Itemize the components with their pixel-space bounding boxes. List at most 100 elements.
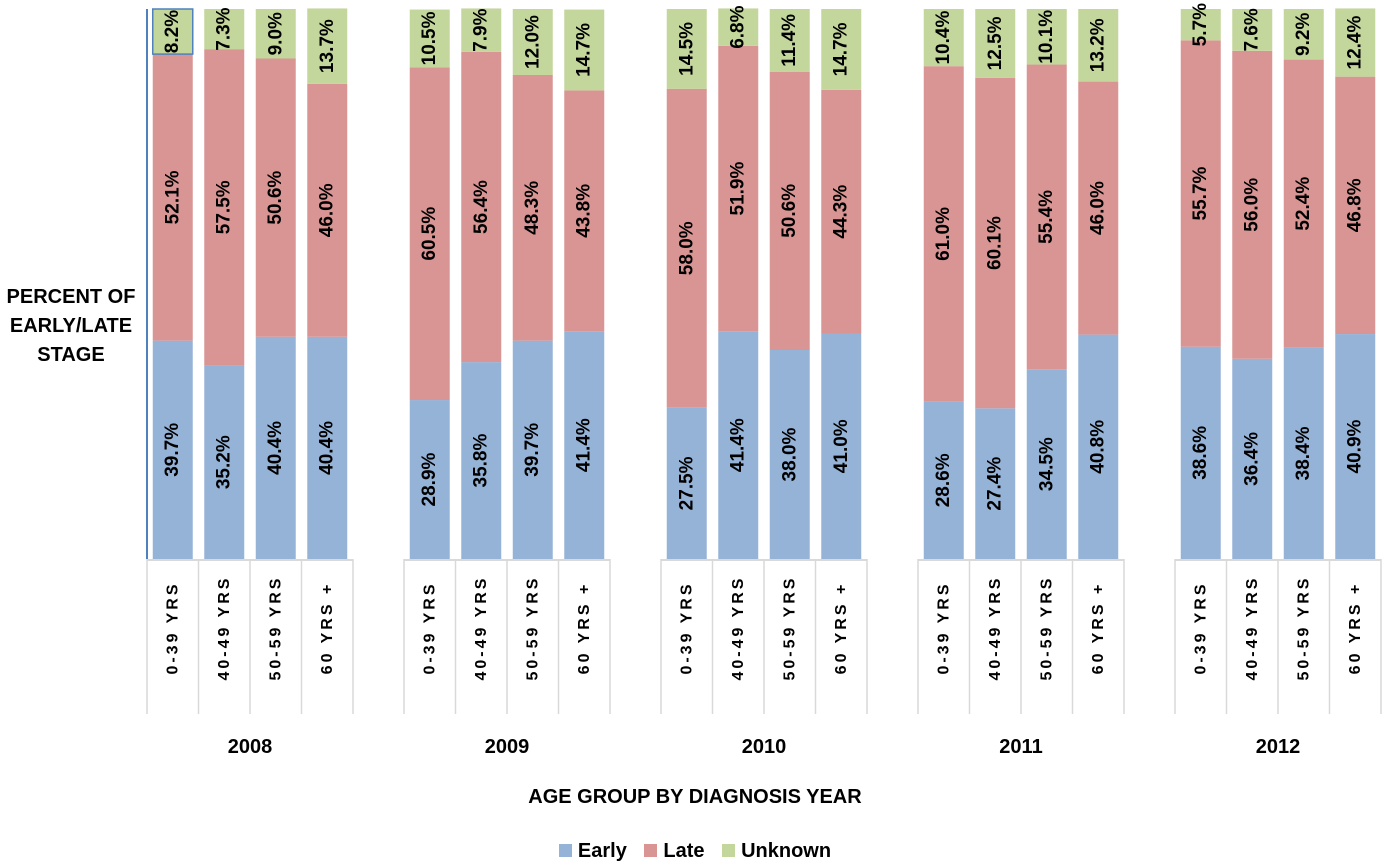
data-label-early: 34.5% (1036, 437, 1057, 491)
data-label-unknown: 13.2% (1088, 18, 1109, 72)
bar-late-2010-0-39-yrs (666, 88, 707, 408)
bar-early-2010-50-59-yrs (769, 350, 810, 559)
data-label-early: 27.4% (985, 457, 1006, 511)
bar-unknown-2009-0-39-yrs (409, 9, 450, 68)
bar-late-2010-40-49-yrs (718, 45, 759, 332)
legend: Early Late Unknown (0, 840, 1390, 863)
data-label-early: 39.7% (522, 423, 543, 477)
bar-unknown-2010-40-49-yrs (718, 8, 759, 46)
data-label-early: 35.8% (471, 434, 492, 488)
data-label-late: 44.3% (831, 185, 852, 239)
bar-early-2011-50-59-yrs (1026, 369, 1067, 559)
bar-late-2012-50-59-yrs (1283, 59, 1324, 348)
data-label-late: 48.3% (522, 181, 543, 235)
bar-late-2008-0-39-yrs (152, 54, 193, 341)
data-label-early: 35.2% (214, 435, 235, 489)
bar-unknown-2010-50-59-yrs (769, 9, 810, 72)
bar-unknown-2009-60-yrs (564, 9, 605, 91)
group-label-2010: 2010 (742, 736, 787, 758)
bar-late-2009-40-49-yrs (461, 51, 502, 363)
data-label-early: 27.5% (676, 456, 697, 510)
category-label: 50-59 YRS (1038, 576, 1055, 681)
category-label: 50-59 YRS (1295, 576, 1312, 681)
legend-item-unknown: Unknown (722, 840, 831, 863)
data-label-late: 46.8% (1345, 178, 1366, 232)
legend-item-late: Late (644, 840, 705, 863)
bar-late-2008-50-59-yrs (255, 58, 296, 337)
data-label-unknown: 13.7% (317, 19, 338, 73)
bar-unknown-2012-0-39-yrs (1180, 9, 1221, 41)
bar-early-2012-40-49-yrs (1232, 358, 1273, 559)
legend-label-late: Late (663, 840, 705, 862)
data-label-unknown: 12.0% (522, 15, 543, 69)
group-label-2012: 2012 (1256, 736, 1301, 758)
data-label-early: 38.6% (1190, 426, 1211, 480)
bar-early-2010-0-39-yrs (666, 407, 707, 559)
data-label-unknown: 10.4% (933, 11, 954, 65)
data-label-early: 41.4% (728, 418, 749, 472)
category-label: 60 YRS + (1090, 582, 1107, 675)
data-label-late: 55.4% (1036, 190, 1057, 244)
data-label-late: 61.0% (933, 207, 954, 261)
data-label-unknown: 9.0% (265, 12, 286, 55)
bar-unknown-2012-50-59-yrs (1283, 9, 1324, 60)
bar-early-2008-50-59-yrs (255, 336, 296, 559)
data-label-early: 40.4% (265, 421, 286, 475)
data-label-late: 57.5% (214, 180, 235, 234)
category-label: 60 YRS + (833, 582, 850, 675)
data-label-early: 41.4% (574, 418, 595, 472)
data-label-late: 46.0% (1088, 181, 1109, 235)
category-label: 0-39 YRS (164, 581, 181, 674)
data-label-unknown: 10.1% (1036, 10, 1057, 64)
category-label: 40-49 YRS (987, 576, 1004, 681)
data-label-early: 38.0% (779, 427, 800, 481)
legend-swatch-unknown (722, 844, 736, 857)
bar-unknown-2011-60-yrs (1078, 9, 1119, 82)
data-label-late: 52.1% (162, 170, 183, 224)
bar-unknown-2011-0-39-yrs (923, 9, 964, 67)
bar-late-2008-40-49-yrs (204, 49, 245, 366)
bar-late-2008-60-yrs (307, 83, 348, 337)
x-axis-label: AGE GROUP BY DIAGNOSIS YEAR (528, 786, 862, 808)
data-label-early: 40.4% (317, 421, 338, 475)
bar-unknown-2008-60-yrs (307, 8, 348, 84)
bar-late-2010-60-yrs (821, 89, 862, 334)
legend-swatch-late (644, 844, 658, 857)
legend-item-early: Early (558, 840, 627, 863)
bar-early-2011-0-39-yrs (923, 401, 964, 559)
legend-label-unknown: Unknown (741, 840, 832, 862)
data-label-early: 36.4% (1242, 432, 1263, 486)
data-label-early: 28.6% (933, 453, 954, 507)
legend-swatch-early (558, 844, 572, 857)
y-axis-label: PERCENT OF EARLY/LATE STAGE (6, 286, 136, 366)
bar-unknown-2011-50-59-yrs (1026, 9, 1067, 65)
bar-early-2008-40-49-yrs (204, 365, 245, 559)
group-label-2008: 2008 (228, 736, 273, 758)
bar-late-2012-60-yrs (1335, 76, 1376, 335)
data-label-early: 40.9% (1345, 419, 1366, 473)
category-label: 0-39 YRS (421, 581, 438, 674)
bar-early-2008-60-yrs (307, 336, 348, 559)
bar-late-2009-0-39-yrs (409, 67, 450, 401)
bar-late-2011-50-59-yrs (1026, 64, 1067, 370)
data-label-unknown: 14.7% (831, 22, 852, 76)
bar-early-2010-40-49-yrs (718, 331, 759, 559)
bar-unknown-2009-50-59-yrs (512, 9, 553, 75)
category-label: 50-59 YRS (524, 576, 541, 681)
bar-late-2011-0-39-yrs (923, 66, 964, 402)
bar-late-2009-50-59-yrs (512, 75, 553, 341)
data-label-late: 55.7% (1190, 166, 1211, 220)
data-label-late: 58.0% (676, 221, 697, 275)
data-label-unknown: 8.2% (162, 10, 183, 53)
data-label-unknown: 6.8% (728, 5, 749, 48)
bar-early-2009-40-49-yrs (461, 362, 502, 559)
data-label-early: 28.9% (419, 452, 440, 506)
data-label-late: 43.8% (574, 184, 595, 238)
category-label: 50-59 YRS (781, 576, 798, 681)
data-label-unknown: 5.7% (1190, 3, 1211, 46)
data-label-late: 50.6% (265, 171, 286, 225)
category-label: 40-49 YRS (216, 576, 233, 681)
bar-late-2009-60-yrs (564, 90, 605, 332)
data-label-early: 38.4% (1293, 426, 1314, 480)
